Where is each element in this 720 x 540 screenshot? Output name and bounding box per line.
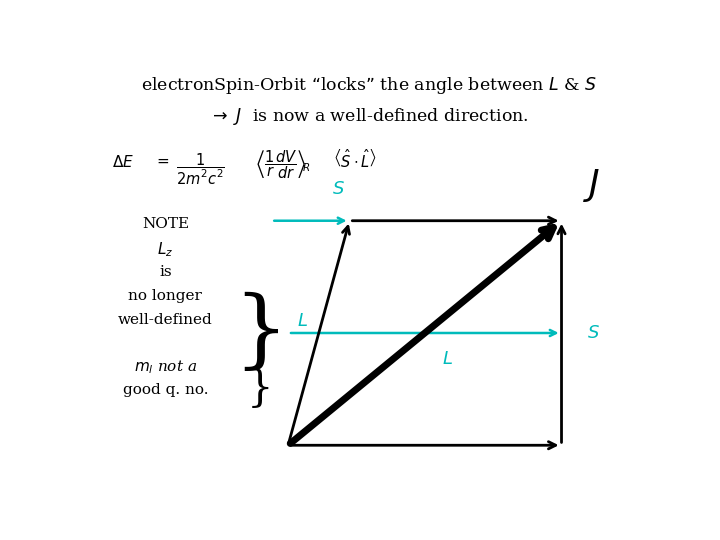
Text: $m_l$ not a: $m_l$ not a bbox=[134, 358, 197, 376]
Text: $S$: $S$ bbox=[587, 324, 600, 342]
Text: $L$: $L$ bbox=[297, 312, 307, 329]
Text: NOTE: NOTE bbox=[142, 217, 189, 231]
Text: $S$: $S$ bbox=[332, 180, 345, 198]
Text: $\left\langle\dfrac{1}{r}\dfrac{dV}{dr}\right\rangle_{\!\!R}$: $\left\langle\dfrac{1}{r}\dfrac{dV}{dr}\… bbox=[255, 148, 310, 180]
Text: electronSpin-Orbit “locks” the angle between $L$ & $S$: electronSpin-Orbit “locks” the angle bet… bbox=[141, 75, 597, 96]
Text: }: } bbox=[233, 292, 287, 375]
Text: no longer: no longer bbox=[128, 289, 202, 303]
Text: $J$: $J$ bbox=[583, 167, 601, 204]
Text: good q. no.: good q. no. bbox=[122, 383, 208, 397]
Text: $\left\langle \hat{S}\cdot\hat{L}\right\rangle$: $\left\langle \hat{S}\cdot\hat{L}\right\… bbox=[333, 148, 377, 170]
Text: well-defined: well-defined bbox=[118, 313, 212, 327]
Text: $=$: $=$ bbox=[154, 154, 170, 168]
Text: $\dfrac{1}{2m^2c^2}$: $\dfrac{1}{2m^2c^2}$ bbox=[176, 152, 225, 187]
Text: $\rightarrow$ $J$  is now a well-defined direction.: $\rightarrow$ $J$ is now a well-defined … bbox=[210, 106, 528, 127]
Text: $L$: $L$ bbox=[441, 349, 453, 368]
Text: $\Delta E$: $\Delta E$ bbox=[112, 154, 135, 170]
Text: is: is bbox=[159, 265, 171, 279]
Text: $L_z$: $L_z$ bbox=[157, 241, 174, 259]
Text: }: } bbox=[247, 368, 274, 410]
